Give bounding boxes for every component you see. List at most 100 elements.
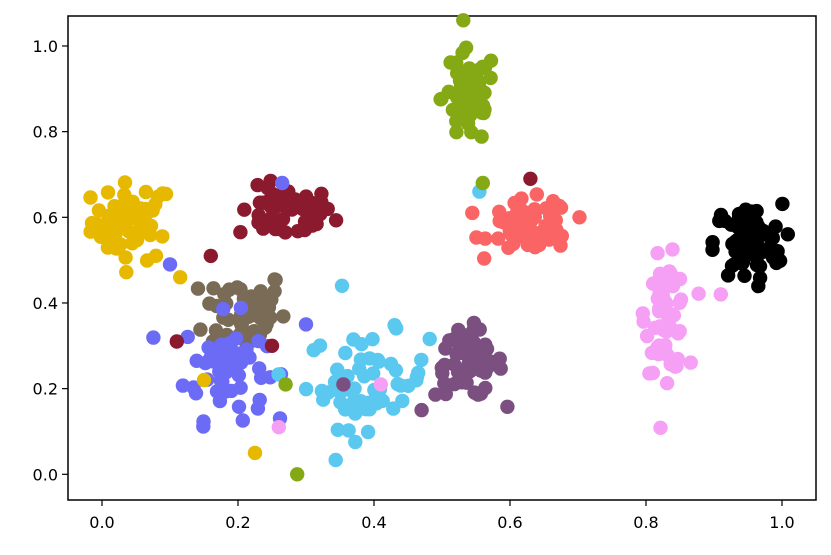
data-point — [271, 367, 286, 382]
data-point — [650, 246, 665, 261]
data-point — [333, 395, 348, 410]
data-point — [475, 175, 490, 191]
data-point — [545, 194, 561, 209]
data-point — [409, 369, 425, 384]
data-point — [635, 306, 650, 321]
data-point — [768, 219, 783, 234]
x-tick-label: 0.8 — [633, 513, 658, 532]
data-point — [503, 225, 518, 241]
data-point — [284, 201, 299, 216]
data-point — [298, 317, 314, 332]
data-point — [290, 467, 305, 482]
data-point — [775, 196, 790, 212]
data-point — [360, 424, 376, 440]
data-point — [659, 376, 675, 391]
data-point — [138, 184, 154, 200]
data-point — [175, 378, 191, 393]
data-point — [276, 309, 291, 324]
data-point — [478, 231, 493, 246]
data-point — [237, 202, 252, 217]
data-point — [365, 332, 380, 347]
data-point — [713, 287, 728, 302]
data-point — [173, 270, 188, 285]
data-point — [158, 186, 174, 202]
data-point — [386, 401, 401, 416]
data-point — [477, 251, 492, 266]
data-point — [196, 372, 212, 388]
data-point — [492, 204, 507, 219]
data-point — [119, 265, 134, 280]
data-point — [264, 338, 280, 353]
y-tick-label: 0.6 — [33, 208, 58, 227]
data-point — [261, 300, 277, 315]
data-point — [267, 272, 282, 287]
data-point — [652, 301, 667, 316]
data-point — [250, 401, 266, 416]
data-point — [198, 355, 213, 371]
data-point — [373, 377, 388, 392]
x-tick-label: 0.0 — [89, 513, 114, 532]
data-point — [93, 229, 109, 244]
data-point — [443, 55, 458, 70]
data-point — [473, 95, 488, 111]
data-point — [328, 213, 344, 228]
data-point — [275, 175, 290, 191]
data-point — [645, 365, 660, 381]
data-point — [330, 422, 345, 437]
data-point — [347, 381, 362, 396]
data-point — [314, 383, 330, 399]
data-point — [455, 45, 470, 61]
data-point — [683, 355, 698, 370]
data-point — [233, 300, 249, 316]
data-point — [464, 338, 479, 353]
data-point — [334, 278, 350, 293]
data-point — [180, 329, 195, 345]
data-point — [162, 257, 178, 272]
data-point — [169, 334, 184, 349]
y-tick-label: 0.8 — [33, 123, 58, 142]
data-point — [665, 242, 680, 257]
x-tick-label: 1.0 — [769, 513, 794, 532]
data-point — [113, 237, 128, 252]
data-point — [462, 108, 478, 123]
data-point — [250, 177, 265, 193]
data-point — [414, 402, 429, 418]
data-point — [438, 341, 453, 356]
data-point — [438, 386, 453, 402]
data-point — [435, 366, 450, 381]
data-point — [511, 216, 526, 231]
data-point — [370, 352, 385, 368]
data-point — [271, 221, 287, 237]
data-point — [469, 355, 485, 371]
data-point — [336, 377, 351, 392]
data-point — [449, 114, 464, 129]
data-point — [234, 318, 249, 333]
data-point — [770, 244, 785, 259]
plot-area — [67, 15, 817, 501]
data-point — [572, 210, 587, 225]
data-point — [201, 340, 216, 355]
data-point — [737, 268, 752, 283]
data-point — [529, 187, 544, 202]
data-point — [736, 239, 751, 254]
data-point — [736, 218, 751, 234]
data-point — [278, 377, 293, 392]
data-point — [389, 321, 404, 336]
data-point — [428, 387, 443, 402]
data-point — [253, 370, 269, 385]
data-point — [271, 420, 286, 435]
data-point — [259, 311, 275, 327]
data-point — [422, 331, 437, 347]
y-tick-label: 0.0 — [33, 465, 58, 484]
data-point — [155, 229, 170, 244]
data-point — [523, 171, 538, 186]
y-tick-label: 0.2 — [33, 380, 58, 399]
x-tick-label: 0.2 — [225, 513, 250, 532]
data-point — [118, 194, 133, 209]
data-point — [712, 213, 727, 229]
data-point — [290, 224, 305, 239]
data-point — [306, 343, 321, 358]
data-point — [83, 190, 98, 205]
data-point — [705, 242, 720, 257]
data-point — [465, 205, 480, 221]
